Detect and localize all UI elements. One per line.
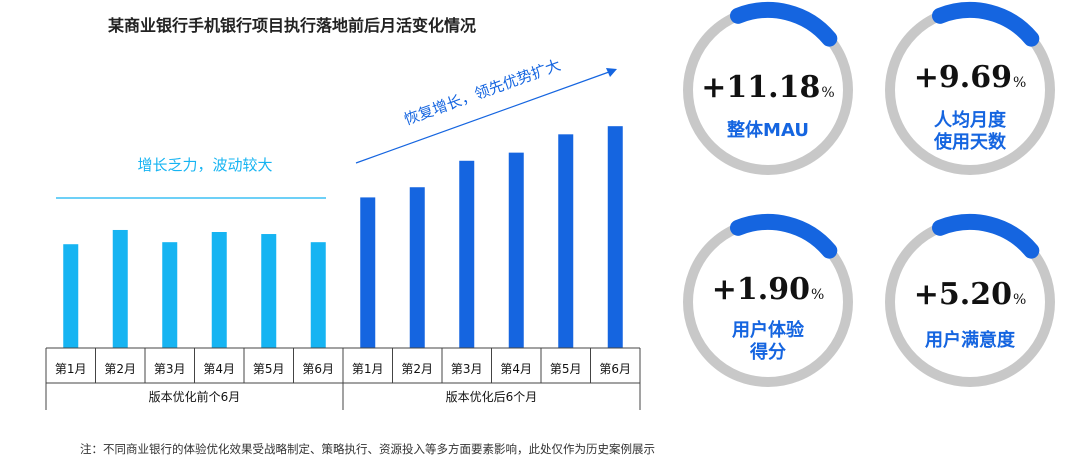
kpi-unit: % (1012, 75, 1027, 91)
bar-before-4 (211, 232, 227, 348)
ring-arc (730, 213, 838, 259)
kpi-ring-3: +1.90% 用户体验 得分 (678, 212, 858, 392)
kpi-value: +9.69% (880, 60, 1060, 95)
kpi-ring-1: +11.18% 整体MAU (678, 0, 858, 180)
x-tick-label-after-1: 第1月 (352, 362, 384, 376)
x-tick-label-after-3: 第3月 (451, 362, 483, 376)
ring-arc (932, 213, 1040, 259)
group-label-before: 版本优化前个6月 (149, 389, 241, 404)
kpi-label: 人均月度 使用天数 (880, 110, 1060, 154)
x-tick-label-before-4: 第4月 (203, 362, 235, 376)
chart-title: 某商业银行手机银行项目执行落地前后月活变化情况 (108, 16, 477, 35)
growth-arrow-head (606, 68, 617, 77)
kpi-label: 用户体验 得分 (678, 320, 858, 364)
kpi-label-line: 人均月度 (934, 110, 1006, 131)
kpi-label: 整体MAU (678, 120, 858, 142)
kpi-ring-4: +5.20% 用户满意度 (880, 212, 1060, 392)
kpi-unit: % (1012, 292, 1027, 308)
bar-after-6 (607, 126, 623, 348)
x-tick-label-after-2: 第2月 (401, 362, 433, 376)
kpi-value: +1.90% (678, 272, 858, 307)
bar-after-3 (459, 160, 475, 348)
ring-graphic (885, 213, 1055, 387)
kpi-unit: % (821, 85, 835, 101)
bar-after-2 (409, 187, 425, 348)
ring-graphic (683, 213, 853, 387)
kpi-label: 用户满意度 (880, 330, 1060, 352)
kpi-unit: % (810, 287, 825, 303)
kpi-number: +5.20 (913, 277, 1012, 312)
bar-chart: 第1月 第2月 第3月 第4月 第5月 第6月 第1月 第2月 第3月 第4月 第5月 第6月版本优化… (45, 56, 641, 410)
ring-graphic (683, 1, 853, 175)
kpi-label-line: 使用天数 (934, 132, 1006, 153)
kpi-label-line: 用户满意度 (925, 330, 1015, 351)
kpi-value: +11.18% (678, 70, 858, 105)
bar-before-3 (162, 242, 178, 348)
bar-before-1 (63, 244, 79, 348)
ring-graphic (885, 1, 1055, 175)
bar-after-4 (508, 152, 524, 348)
bar-before-5 (261, 234, 277, 348)
x-tick-label-before-1: 第1月 (55, 362, 87, 376)
x-tick-label-after-4: 第4月 (500, 362, 532, 376)
bar-before-2 (112, 229, 128, 348)
bar-after-5 (558, 134, 574, 348)
x-tick-label-after-5: 第5月 (550, 362, 582, 376)
group-label-after: 版本优化后6个月 (446, 390, 538, 404)
kpi-number: +1.90 (711, 272, 810, 307)
kpi-number: +11.18 (701, 70, 821, 105)
ring-arc (730, 1, 838, 47)
kpi-ring-2: +9.69% 人均月度 使用天数 (880, 0, 1060, 180)
kpi-value: +5.20% (880, 277, 1060, 312)
kpi-label-line: 用户体验 (732, 320, 804, 341)
x-tick-label-before-3: 第3月 (154, 362, 186, 376)
bar-before-6 (310, 242, 326, 348)
bar-after-1 (360, 197, 376, 348)
x-tick-label-before-5: 第5月 (253, 362, 285, 376)
x-tick-label-before-6: 第6月 (302, 362, 334, 376)
x-tick-label-before-2: 第2月 (104, 362, 136, 376)
annotation-flat: 增长乏力，波动较大 (137, 156, 272, 174)
kpi-label-line: 整体MAU (727, 120, 809, 141)
growth-trend-line (355, 71, 610, 164)
ring-arc (932, 1, 1040, 47)
kpi-number: +9.69 (913, 60, 1012, 95)
kpi-label-line: 得分 (750, 342, 786, 363)
footnote: 注：不同商业银行的体验优化效果受战略制定、策略执行、资源投入等多方面要素影响，此… (80, 442, 655, 456)
x-tick-label-after-6: 第6月 (599, 362, 631, 376)
